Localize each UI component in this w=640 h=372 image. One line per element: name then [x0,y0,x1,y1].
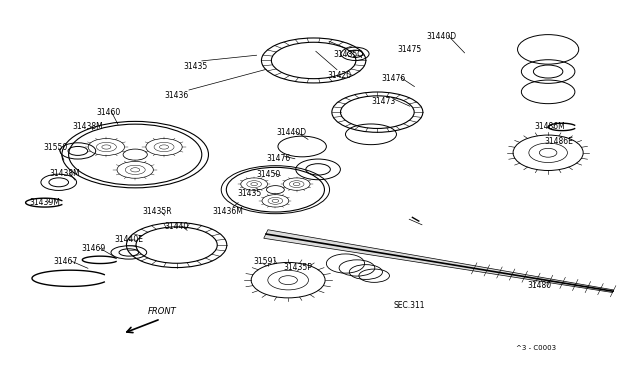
Ellipse shape [251,183,257,186]
Ellipse shape [159,145,168,149]
Text: 31435Q: 31435Q [333,51,364,60]
Text: 31476: 31476 [381,74,405,83]
Text: 31476: 31476 [266,154,291,163]
Text: FRONT: FRONT [148,307,177,316]
Ellipse shape [102,145,111,149]
Text: 31440D: 31440D [426,32,456,41]
Text: 31467: 31467 [53,257,77,266]
Text: 31440D: 31440D [276,128,307,137]
Text: 31486E: 31486E [545,137,573,146]
Text: 31550: 31550 [44,143,68,152]
Text: 31440E: 31440E [115,235,143,244]
Text: 31438M: 31438M [50,169,81,177]
Ellipse shape [272,199,279,202]
Text: 31435R: 31435R [143,207,172,217]
Text: 31436M: 31436M [212,207,243,217]
Text: 31591: 31591 [254,257,278,266]
Text: 31439M: 31439M [29,198,60,207]
Polygon shape [264,230,614,292]
Text: 31435P: 31435P [284,263,312,272]
Ellipse shape [279,276,298,285]
Text: 31473: 31473 [372,97,396,106]
Ellipse shape [540,148,557,157]
Text: 31438M: 31438M [72,122,103,131]
Ellipse shape [131,168,140,172]
Text: ^3 - C0003: ^3 - C0003 [516,346,556,352]
Text: 31480: 31480 [528,281,552,290]
Text: 31440: 31440 [164,222,189,231]
Text: 31460: 31460 [96,108,120,117]
Text: 31450: 31450 [257,170,281,179]
Text: 31475: 31475 [397,45,421,54]
Text: 31420: 31420 [327,71,351,80]
Text: 31435: 31435 [184,61,208,71]
Text: 31486M: 31486M [534,122,564,131]
Ellipse shape [293,183,300,186]
Text: 31435: 31435 [238,189,262,198]
Text: 31436: 31436 [164,91,189,100]
Text: 31469: 31469 [82,244,106,253]
Text: SEC.311: SEC.311 [394,301,425,311]
